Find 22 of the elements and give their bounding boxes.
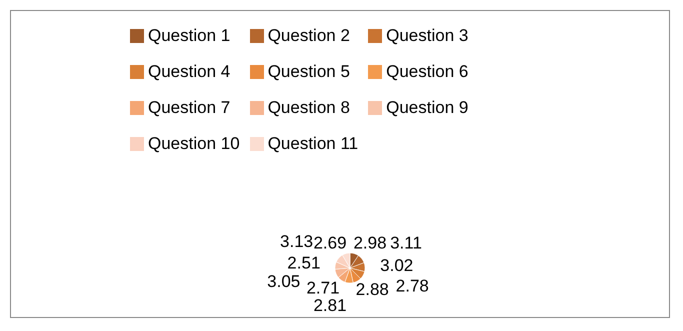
data-label: 2.81: [313, 296, 347, 316]
legend-label: Question 9: [386, 98, 468, 118]
data-label: 2.71: [306, 278, 340, 298]
data-label: 3.05: [267, 272, 300, 292]
legend-label: Question 11: [268, 134, 358, 154]
legend-label: Question 8: [268, 98, 350, 118]
legend-label: Question 5: [268, 62, 350, 82]
legend-label: Question 1: [148, 26, 230, 46]
legend-label: Question 4: [148, 62, 230, 82]
data-label: 3.13: [280, 232, 314, 252]
data-label: 3.02: [380, 256, 414, 276]
legend-label: Question 3: [386, 26, 468, 46]
legend-label: Question 10: [148, 134, 240, 154]
legend-label: Question 6: [386, 62, 468, 82]
data-label: 2.98: [353, 234, 387, 253]
legend-label: Question 7: [148, 98, 230, 118]
data-label: 2.69: [313, 233, 347, 252]
data-label: 2.88: [356, 280, 389, 299]
data-label: 2.78: [396, 276, 429, 296]
data-label: 2.51: [287, 253, 320, 272]
data-label: 3.11: [390, 234, 422, 253]
legend-label: Question 2: [268, 26, 350, 46]
